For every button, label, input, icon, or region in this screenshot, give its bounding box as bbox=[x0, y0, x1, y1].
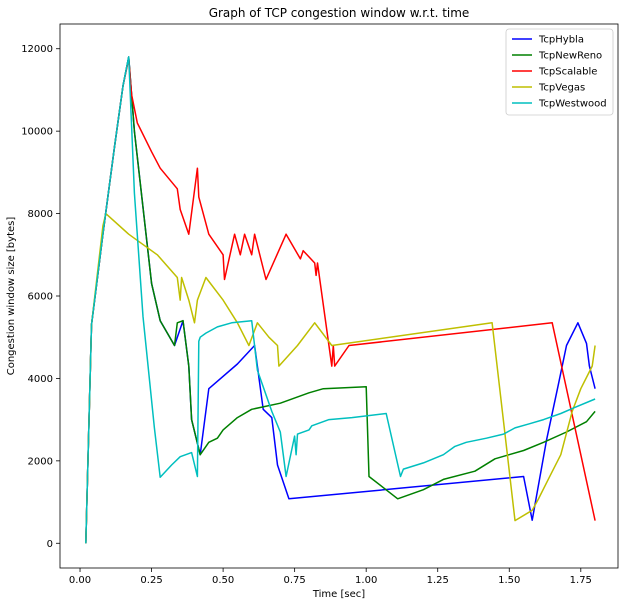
y-tick-label: 6000 bbox=[28, 292, 53, 303]
x-tick-label: 1.00 bbox=[355, 575, 377, 586]
y-tick-label: 2000 bbox=[28, 456, 53, 467]
x-axis: 0.00 0.25 0.50 0.75 1.00 1.25 1.50 1.75 bbox=[69, 568, 592, 586]
x-tick-label: 1.75 bbox=[570, 575, 592, 586]
series-line-tcpnewreno bbox=[85, 56, 596, 544]
legend: TcpHybla TcpNewReno TcpScalable TcpVegas Tcp… bbox=[505, 28, 614, 116]
legend-label: TcpNewReno bbox=[538, 51, 602, 62]
x-tick-label: 0.75 bbox=[284, 575, 306, 586]
legend-label: TcpWestwood bbox=[538, 99, 607, 110]
chart-title: Graph of TCP congestion window w.r.t. ti… bbox=[209, 6, 470, 20]
legend-label: TcpVegas bbox=[538, 83, 585, 94]
series-line-tcpwestwood bbox=[85, 56, 596, 544]
x-tick-label: 1.25 bbox=[427, 575, 449, 586]
x-tick-label: 1.50 bbox=[498, 575, 520, 586]
x-tick-label: 0.25 bbox=[140, 575, 162, 586]
series-layer bbox=[85, 56, 596, 544]
x-tick-label: 0.50 bbox=[212, 575, 234, 586]
y-tick-label: 12000 bbox=[21, 44, 53, 55]
y-tick-label: 0 bbox=[47, 539, 53, 550]
y-tick-label: 8000 bbox=[28, 209, 53, 220]
y-tick-label: 4000 bbox=[28, 374, 53, 385]
series-line-tcpscalable bbox=[85, 58, 596, 544]
y-tick-label: 10000 bbox=[21, 127, 53, 138]
legend-label: TcpHybla bbox=[538, 35, 584, 46]
series-line-tcpvegas bbox=[85, 212, 596, 544]
y-axis: 0 2000 4000 6000 8000 10000 12000 bbox=[21, 44, 60, 550]
y-axis-label: Congestion window size [bytes] bbox=[6, 217, 17, 376]
legend-label: TcpScalable bbox=[538, 67, 597, 78]
x-tick-label: 0.00 bbox=[69, 575, 91, 586]
x-axis-label: Time [sec] bbox=[312, 589, 365, 600]
legend-box bbox=[505, 28, 614, 116]
